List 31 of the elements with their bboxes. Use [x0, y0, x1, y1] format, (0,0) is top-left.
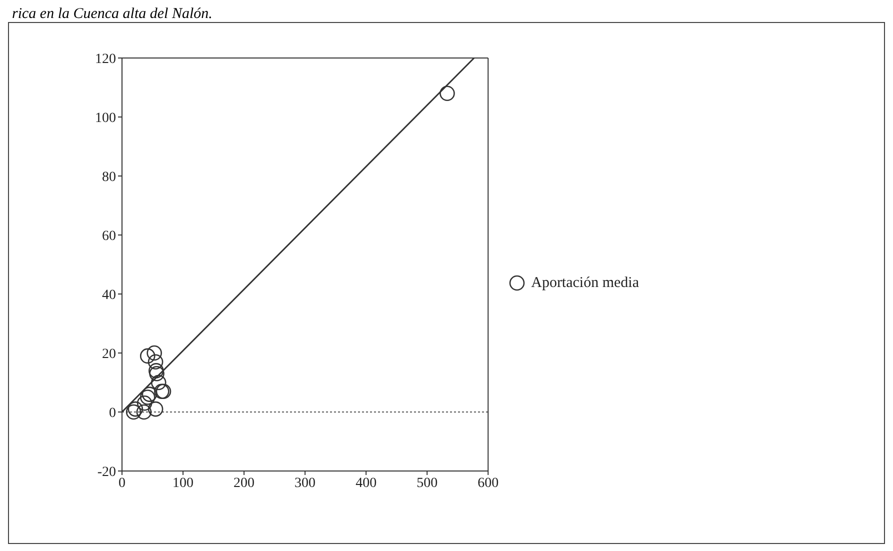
text: rica en la Cuenca alta del Nalón. [11, 6, 214, 22]
point [148, 363, 164, 378]
x-tick-label: 500 [416, 476, 438, 491]
point [440, 86, 455, 102]
y-tick-label: 20 [102, 346, 116, 362]
x-tick-label: 300 [294, 476, 316, 491]
point [136, 396, 152, 411]
point [140, 390, 156, 405]
y-tick-label: 100 [95, 110, 116, 126]
point [142, 386, 158, 402]
x-tick-label: 100 [172, 476, 194, 491]
legend-label: Aportación media [531, 274, 639, 292]
x-tick-label: 600 [478, 476, 499, 491]
x-tick-label: 200 [234, 476, 255, 491]
point [148, 401, 164, 417]
y-tick-label: 60 [102, 228, 116, 244]
point [140, 348, 156, 364]
point [136, 404, 152, 420]
point [149, 366, 164, 382]
y-tick-label: 120 [95, 52, 116, 67]
y-tick-label: -20 [97, 464, 116, 480]
point [148, 354, 164, 370]
point [146, 345, 162, 361]
point [128, 401, 144, 417]
x-tick-label: 0 [118, 476, 126, 491]
y-tick-label: 0 [109, 406, 116, 421]
point [126, 404, 142, 420]
point [150, 374, 166, 390]
y-tick-label: 80 [102, 170, 116, 185]
x-tick-label: 400 [356, 476, 377, 491]
y-tick-label: 40 [102, 288, 116, 303]
